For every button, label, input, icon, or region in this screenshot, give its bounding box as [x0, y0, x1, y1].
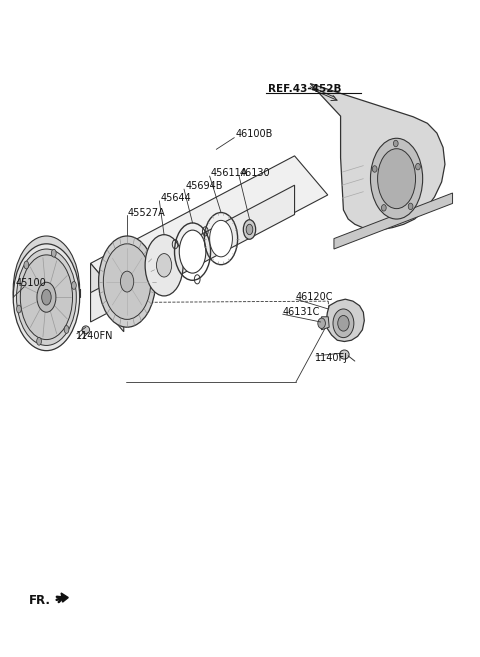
Ellipse shape	[72, 281, 76, 289]
Polygon shape	[91, 263, 124, 332]
Text: 45694B: 45694B	[185, 181, 223, 191]
Text: 46100B: 46100B	[235, 129, 273, 139]
Ellipse shape	[394, 140, 398, 147]
Polygon shape	[91, 185, 295, 322]
Polygon shape	[310, 83, 445, 229]
Text: 46130: 46130	[240, 168, 271, 179]
Ellipse shape	[210, 220, 232, 257]
Ellipse shape	[246, 224, 253, 235]
Ellipse shape	[145, 235, 183, 296]
Text: 45100: 45100	[16, 278, 47, 288]
Ellipse shape	[37, 283, 56, 312]
Ellipse shape	[408, 203, 413, 210]
Polygon shape	[91, 156, 328, 302]
Ellipse shape	[338, 315, 349, 331]
Ellipse shape	[16, 249, 76, 346]
Text: REF.43-452B: REF.43-452B	[267, 84, 341, 94]
Ellipse shape	[82, 326, 90, 334]
Text: 1140FJ: 1140FJ	[315, 353, 348, 363]
Polygon shape	[320, 317, 329, 330]
Ellipse shape	[42, 290, 51, 305]
Ellipse shape	[382, 204, 386, 211]
Ellipse shape	[103, 244, 151, 319]
Ellipse shape	[371, 138, 423, 219]
Ellipse shape	[13, 236, 80, 343]
Ellipse shape	[179, 230, 206, 273]
Text: 46131C: 46131C	[283, 307, 320, 317]
Text: 45644: 45644	[160, 193, 191, 203]
Polygon shape	[61, 593, 68, 602]
Polygon shape	[326, 299, 364, 342]
Ellipse shape	[24, 261, 29, 269]
Ellipse shape	[243, 219, 256, 239]
Text: 45527A: 45527A	[127, 208, 165, 217]
Ellipse shape	[36, 337, 41, 345]
Ellipse shape	[51, 249, 56, 257]
Ellipse shape	[120, 271, 134, 292]
Ellipse shape	[13, 244, 80, 351]
Ellipse shape	[416, 164, 420, 170]
Ellipse shape	[378, 148, 416, 209]
Text: 1140FN: 1140FN	[76, 331, 114, 342]
Ellipse shape	[156, 254, 172, 277]
Ellipse shape	[372, 166, 377, 172]
Text: FR.: FR.	[29, 595, 51, 607]
Ellipse shape	[20, 255, 72, 340]
Ellipse shape	[318, 318, 325, 328]
Ellipse shape	[98, 236, 156, 327]
Ellipse shape	[333, 309, 354, 338]
Ellipse shape	[340, 350, 349, 359]
Ellipse shape	[16, 305, 21, 313]
Text: 46120C: 46120C	[296, 292, 334, 302]
Text: 45611A: 45611A	[211, 168, 248, 179]
Polygon shape	[334, 193, 453, 249]
Ellipse shape	[64, 326, 69, 333]
